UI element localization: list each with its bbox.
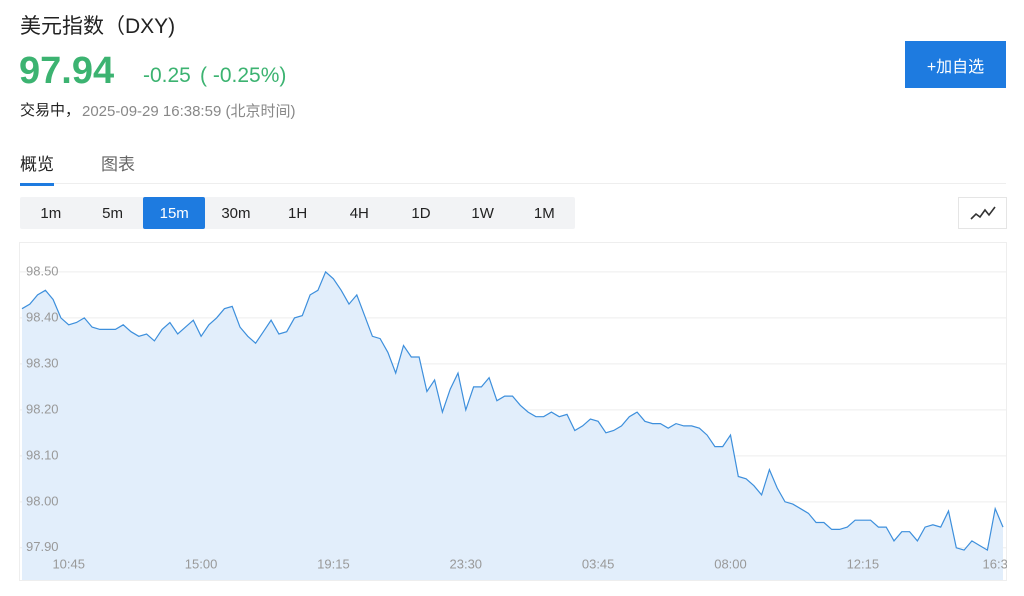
- x-tick-label: 08:00: [714, 556, 747, 571]
- interval-button[interactable]: 1m: [40, 204, 62, 222]
- y-tick-label: 98.10: [26, 447, 59, 462]
- y-tick-label: 97.90: [26, 539, 59, 554]
- interval-button[interactable]: 5m: [102, 204, 123, 222]
- price-line: [21, 270, 1004, 552]
- tab-divider: [20, 183, 1006, 184]
- x-tick-label: 12:15: [847, 556, 880, 571]
- add-watchlist[interactable]: +加自选: [905, 41, 1006, 88]
- x-tick-label: 03:45: [582, 556, 615, 571]
- timestamp: 2025-09-29 16:38:59 (北京时间): [82, 103, 296, 120]
- area-fill: [22, 271, 1003, 580]
- chart-type-toggle[interactable]: [958, 197, 1007, 229]
- x-tick-label: 15:00: [185, 556, 218, 571]
- title: 美元指数（DXY): [20, 15, 176, 38]
- x-tick-label: 23:30: [450, 556, 483, 571]
- interval-button[interactable]: 15m: [143, 197, 206, 229]
- y-tick-label: 98.50: [26, 263, 59, 278]
- line-icon: [970, 206, 996, 220]
- interval-button[interactable]: 4H: [349, 204, 369, 222]
- interval-button[interactable]: 30m: [221, 204, 251, 222]
- chart-frame: [19, 242, 1007, 581]
- interval-bar: 1m 5m 15m 30m 1H 4H 1D 1W 1M: [20, 197, 576, 229]
- tab[interactable]: 概览: [20, 150, 54, 186]
- interval-button[interactable]: 1D: [411, 204, 431, 222]
- change-pct: ( -0.25%): [200, 64, 287, 87]
- interval-button[interactable]: 1M: [533, 204, 555, 222]
- x-tick-label: 10:45: [52, 556, 85, 571]
- price: 97.94: [19, 50, 115, 92]
- y-tick-label: 98.00: [26, 493, 59, 508]
- change: -0.25: [143, 64, 191, 87]
- y-tick-label: 98.30: [26, 355, 59, 370]
- x-tick-label: 16:3: [983, 556, 1008, 571]
- interval-button[interactable]: 1H: [288, 204, 308, 222]
- tab[interactable]: 图表: [101, 155, 135, 174]
- y-tick-label: 98.20: [26, 401, 59, 416]
- x-tick-label: 19:15: [317, 556, 350, 571]
- status: 交易中，: [20, 102, 81, 119]
- y-tick-label: 98.40: [26, 309, 59, 324]
- interval-button[interactable]: 1W: [471, 204, 494, 222]
